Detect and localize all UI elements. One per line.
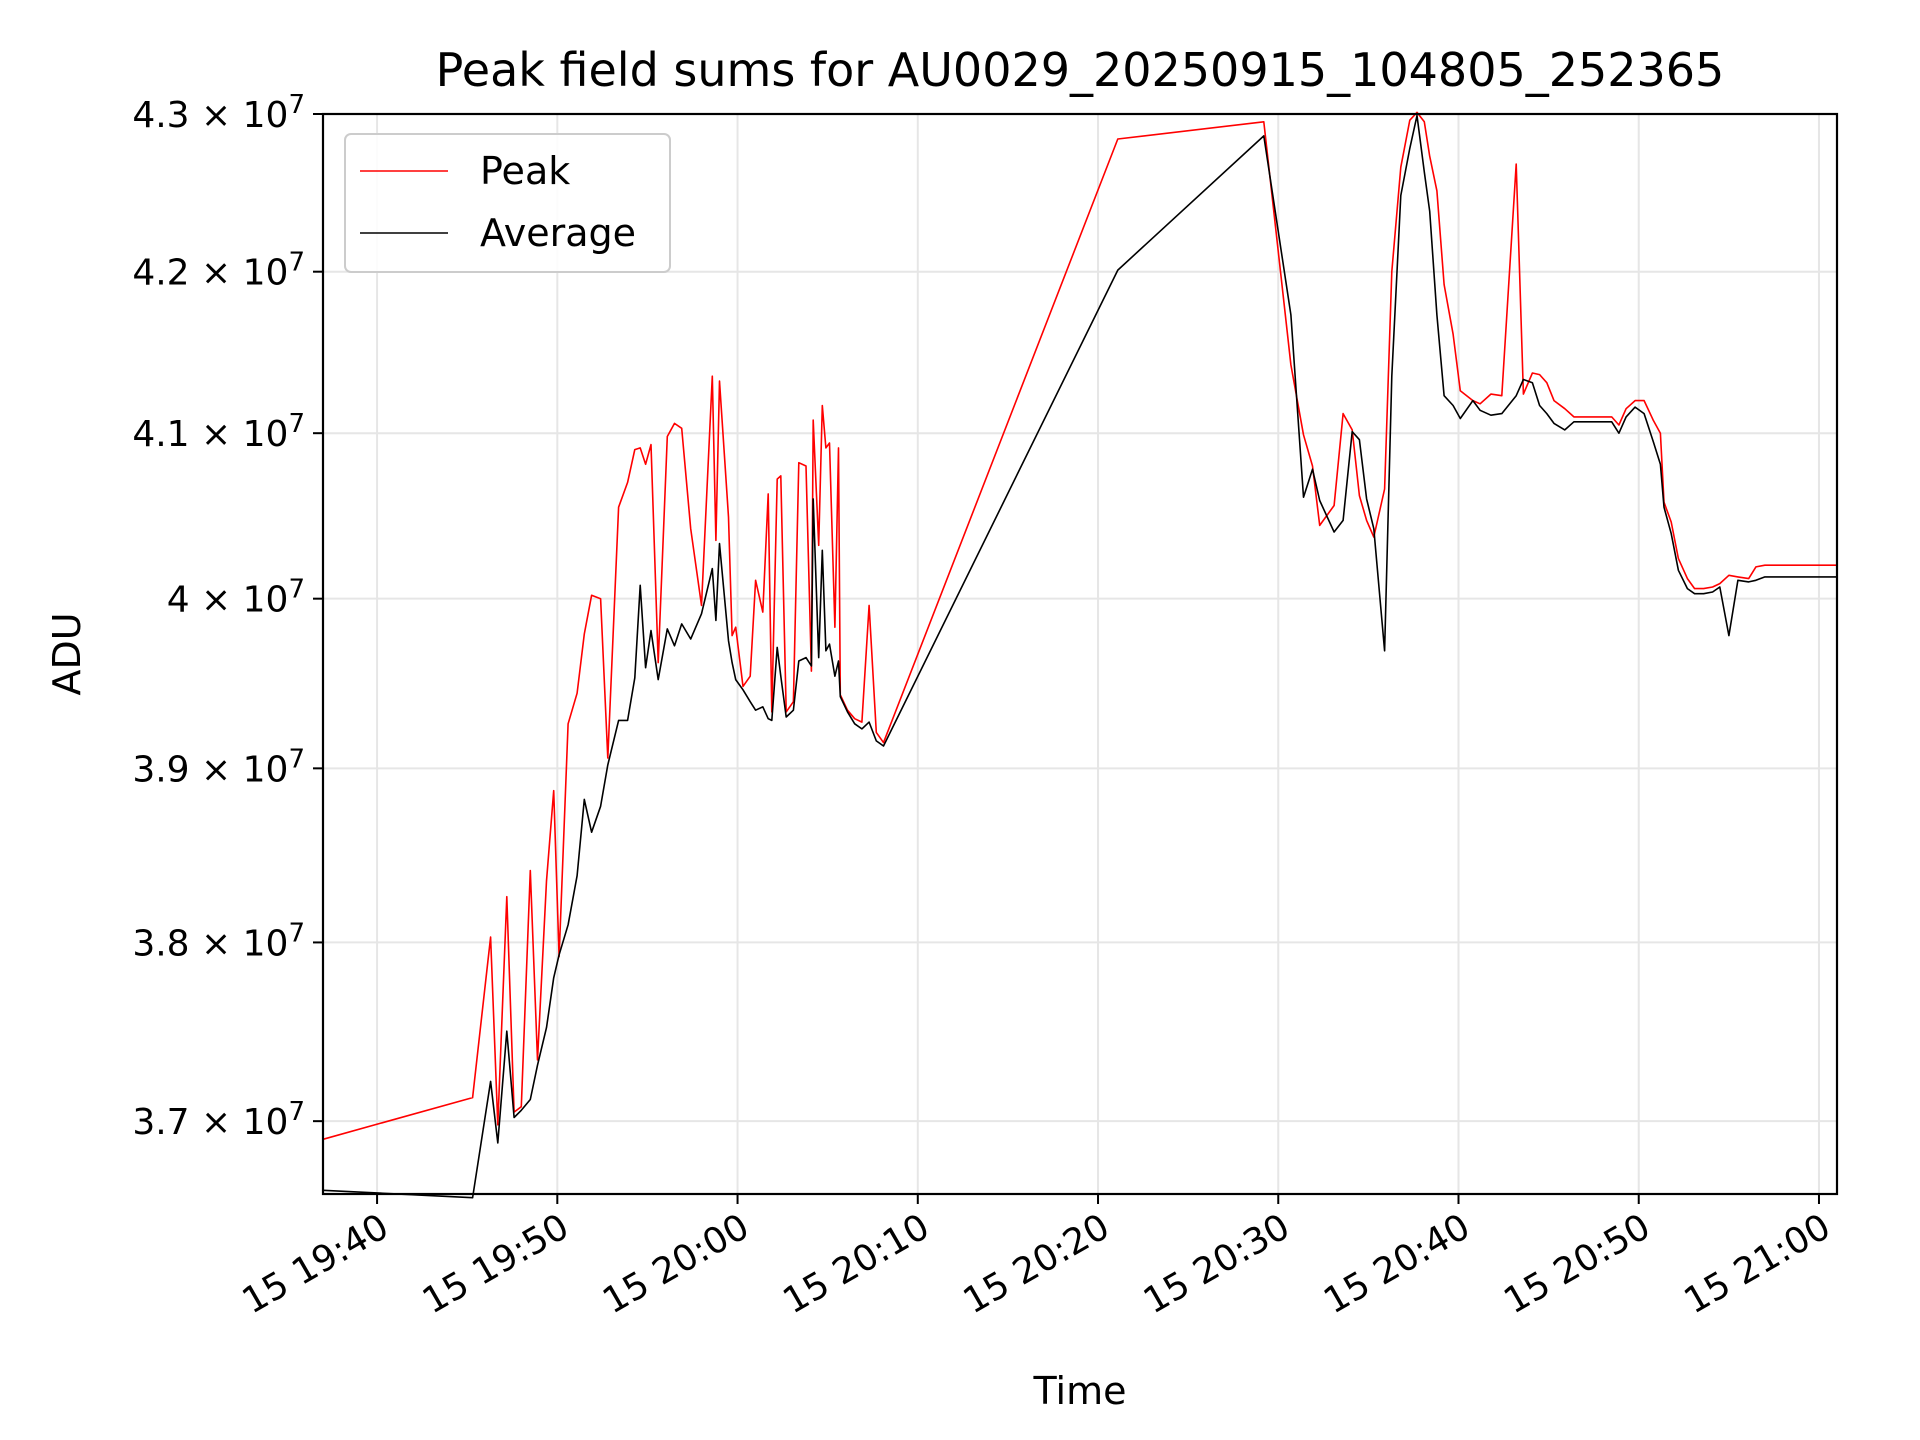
x-axis-title: Time [1033,1369,1127,1413]
x-tick-label: 15 20:40 [1317,1206,1477,1322]
y-axis: 3.7 × 107 3.8 × 107 3.9 × 107 4 × 107 4.1 × … [132,90,323,1143]
y-axis-title: ADU [45,612,89,695]
x-tick-label: 15 20:10 [776,1206,936,1322]
series-lines [322,111,1837,1199]
y-tick-label: 4 × 107 [167,575,305,621]
x-tick-label: 15 20:50 [1497,1206,1657,1322]
y-tick-label: 3.8 × 107 [132,918,305,964]
legend: Peak Average [344,133,671,273]
legend-box [344,133,671,273]
x-tick-label: 15 20:00 [596,1206,756,1322]
x-tick-label: 15 20:30 [1137,1206,1297,1322]
chart-title: Peak field sums for AU0029_20250915_1048… [436,43,1725,97]
x-tick-label: 15 20:20 [957,1206,1117,1322]
x-tick-label: 15 21:00 [1678,1206,1838,1322]
series-line-peak [322,111,1837,1141]
grid-lines [323,113,1837,1194]
x-tick-label: 15 19:50 [416,1206,576,1322]
legend-average-label: Average [480,211,636,255]
x-tick-label: 15 19:40 [236,1206,396,1322]
y-tick-label: 4.2 × 107 [132,248,305,294]
plot-frame [321,112,1839,1196]
y-tick-label: 3.7 × 107 [132,1097,305,1143]
series-line-average [322,114,1837,1199]
y-tick-label: 4.3 × 107 [132,90,305,136]
y-tick-label: 4.1 × 107 [132,409,305,455]
legend-peak-label: Peak [480,149,570,193]
x-axis: 15 19:40 15 19:50 15 20:00 15 20:10 15 20:20… [236,1194,1838,1322]
y-tick-label: 3.9 × 107 [132,744,305,790]
